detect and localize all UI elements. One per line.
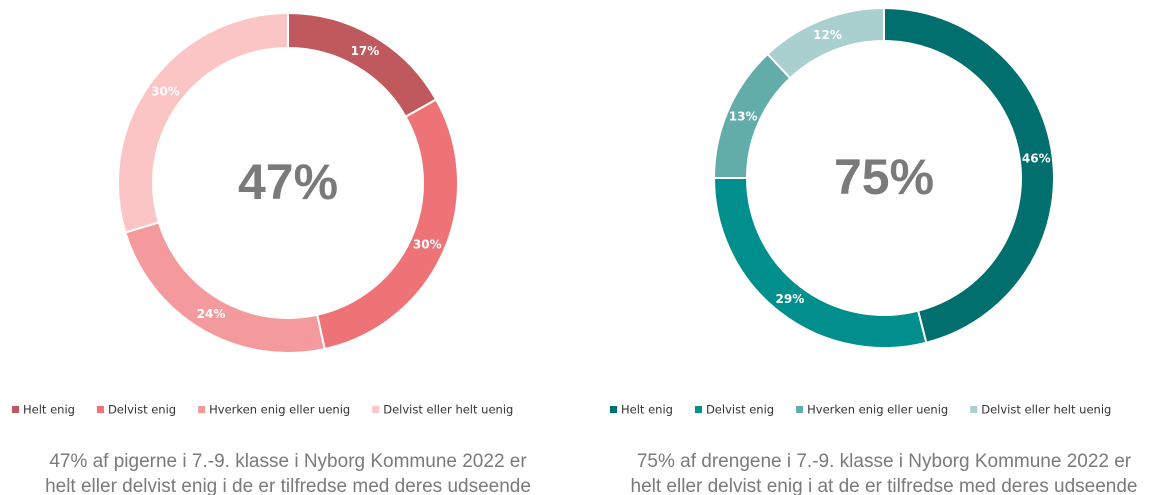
segment-label: 24%	[197, 307, 226, 321]
segment-label: 30%	[151, 85, 180, 99]
donut-segment	[883, 6, 1055, 344]
legend-label: Hverken enig eller uenig	[209, 403, 350, 417]
legend-swatch	[796, 406, 804, 413]
caption: 75% af drengene i 7.-9. klasse i Nyborg …	[637, 451, 1132, 472]
legend-swatch	[610, 406, 617, 413]
legend-label: Helt enig	[621, 403, 673, 417]
segment-label: 30%	[413, 238, 442, 252]
legend-label: Delvist eller helt uenig	[981, 403, 1111, 417]
segment-label: 17%	[351, 44, 380, 58]
donut-segment	[287, 11, 438, 119]
legend-label: Delvist enig	[108, 403, 176, 417]
legend-swatch	[970, 406, 978, 413]
legend-swatch	[372, 406, 380, 413]
donut-segment	[766, 6, 885, 80]
center-label: 47%	[238, 154, 338, 210]
segment-label: 46%	[1022, 151, 1051, 165]
legend-swatch	[694, 406, 702, 413]
legend-label: Hverken enig eller uenig	[807, 403, 948, 417]
legend-swatch	[198, 406, 206, 413]
legend-swatch	[12, 406, 19, 413]
segment-label: 13%	[729, 110, 758, 124]
legend-label: Delvist eller helt uenig	[383, 403, 513, 417]
donut-segment	[315, 98, 459, 351]
legend-swatch	[96, 406, 104, 413]
caption: helt eller delvist enig i de er tilfreds…	[45, 476, 531, 495]
legend-label: Helt enig	[23, 403, 75, 417]
segment-label: 29%	[776, 292, 805, 306]
donut-segment	[117, 11, 289, 234]
legend-label: Delvist enig	[706, 403, 774, 417]
segment-label: 12%	[813, 28, 842, 42]
donut-segment	[124, 221, 326, 354]
caption: helt eller delvist enig i at de er tilfr…	[631, 476, 1138, 495]
caption: 47% af pigerne i 7.-9. klasse i Nyborg K…	[49, 451, 527, 472]
center-label: 75%	[834, 149, 934, 205]
